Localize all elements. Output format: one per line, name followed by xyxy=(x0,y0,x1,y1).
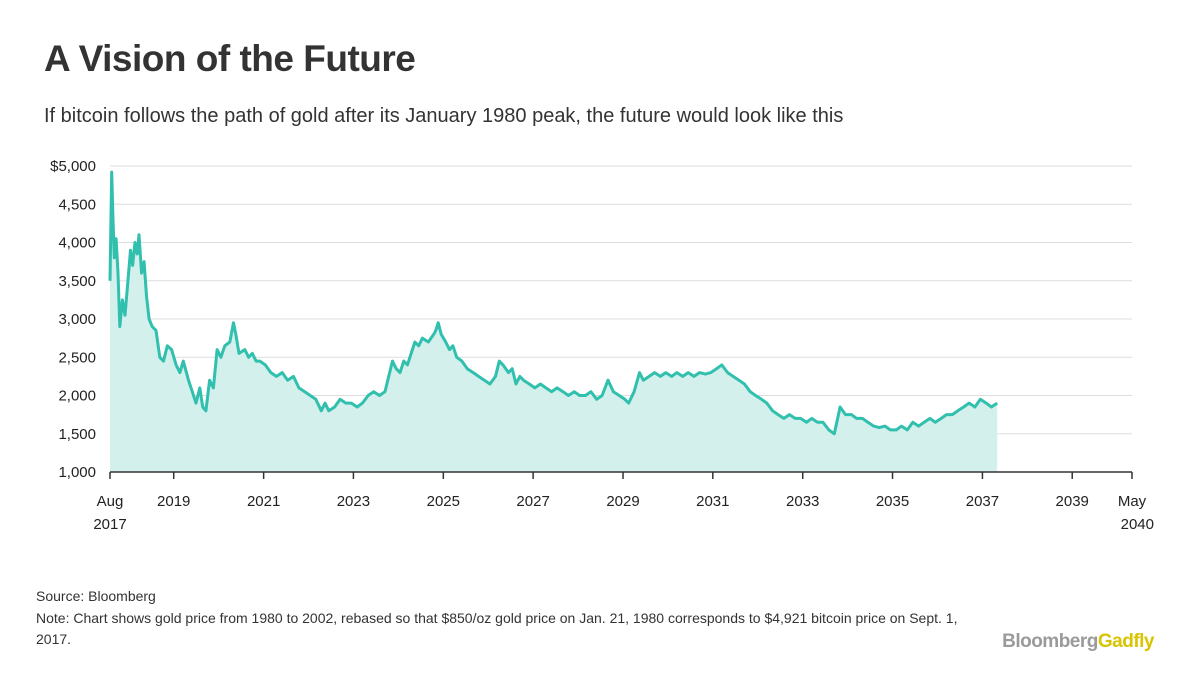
x-tick-label: 2037 xyxy=(966,493,999,510)
y-tick-label: 4,500 xyxy=(58,196,96,213)
chart-area: $5,000 4,500 4,000 3,500 3,000 2,500 2,000 1,50… xyxy=(50,158,1154,533)
y-tick-label: 1,500 xyxy=(58,426,96,443)
x-tick-label: 2035 xyxy=(876,493,909,510)
y-tick-label: 4,000 xyxy=(58,235,96,252)
x-tick-label: Aug xyxy=(97,493,124,510)
y-tick-label: $5,000 xyxy=(50,158,96,175)
x-tick-label: 2031 xyxy=(696,493,729,510)
x-tick-label: 2027 xyxy=(516,493,549,510)
bloomberg-gadfly-logo: BloombergGadfly xyxy=(1002,631,1154,653)
x-tick-label: May xyxy=(1118,493,1147,510)
logo-part-gadfly: Gadfly xyxy=(1097,631,1155,652)
x-tick-label: 2033 xyxy=(786,493,819,510)
x-tick-label: 2021 xyxy=(247,493,280,510)
series-line xyxy=(108,170,999,436)
x-tick-label: 2039 xyxy=(1056,493,1089,510)
logo-part-bloomberg: Bloomberg xyxy=(1002,631,1098,652)
chart-subtitle: If bitcoin follows the path of gold afte… xyxy=(44,105,844,127)
y-tick-label: 3,000 xyxy=(58,311,96,328)
y-tick-label: 2,000 xyxy=(58,388,96,405)
x-tick-label: 2029 xyxy=(606,493,639,510)
chart-title: A Vision of the Future xyxy=(44,38,416,79)
source-text: Source: Bloomberg xyxy=(36,588,156,604)
x-tick-label-year: 2017 xyxy=(93,516,126,533)
y-tick-label: 3,500 xyxy=(58,273,96,290)
x-tick-label: 2023 xyxy=(337,493,370,510)
x-tick-label-year: 2040 xyxy=(1121,516,1154,533)
y-tick-label: 1,000 xyxy=(58,464,96,481)
note-text: Note: Chart shows gold price from 1980 t… xyxy=(36,610,958,647)
series-area xyxy=(110,172,998,472)
y-tick-label: 2,500 xyxy=(58,349,96,366)
x-tick-label: 2019 xyxy=(157,493,190,510)
x-tick-label: 2025 xyxy=(427,493,460,510)
